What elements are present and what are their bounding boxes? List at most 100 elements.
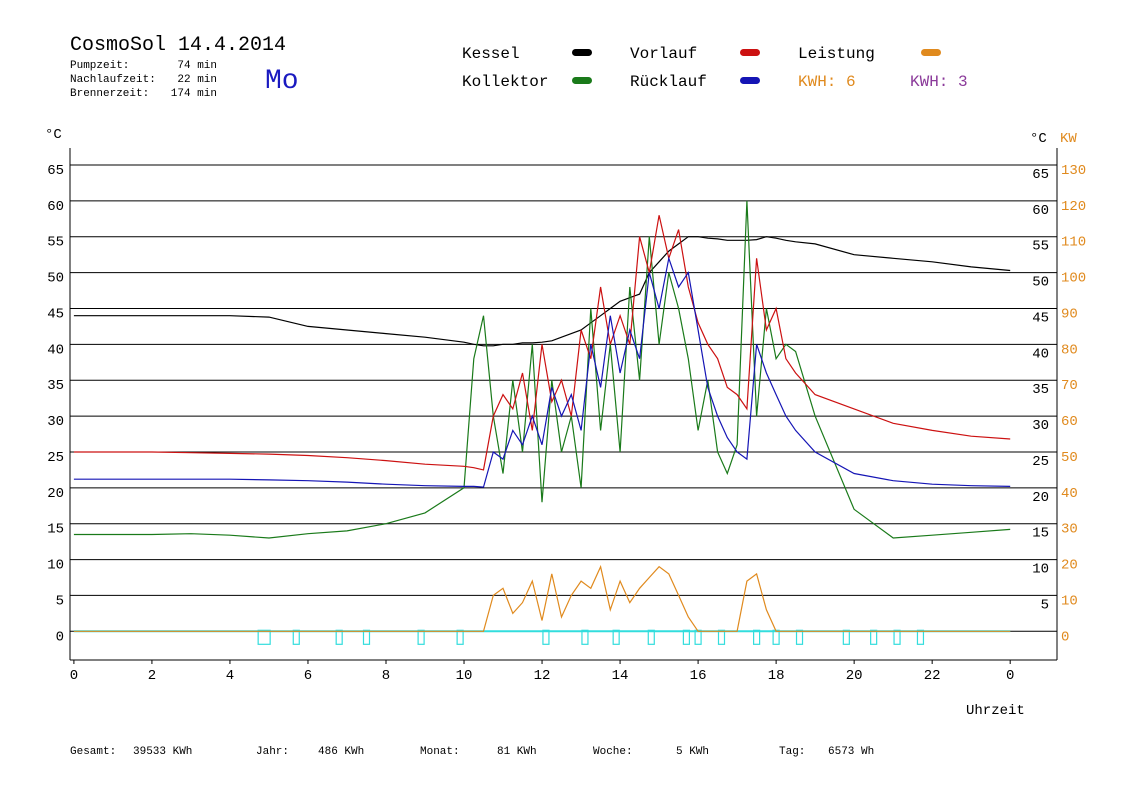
- chart-title: CosmoSol 14.4.2014: [70, 34, 286, 57]
- info-value: 22 min: [177, 74, 217, 86]
- y-right-tick-label: 60: [1032, 203, 1049, 219]
- kwh-label: KWH: 6: [798, 73, 856, 91]
- x-tick-label: 0: [1006, 668, 1014, 684]
- pump-pulse: [456, 629, 464, 645]
- series-line: [73, 215, 1011, 471]
- y-right-tick-label: 40: [1032, 346, 1049, 362]
- y-tick-label: 5: [56, 593, 64, 609]
- y-right-tick-label: 5: [1041, 597, 1049, 613]
- pump-pulse: [694, 629, 702, 645]
- y-right-tick-label: 55: [1032, 239, 1049, 255]
- y-right-tick-label: 50: [1032, 275, 1049, 291]
- y2-tick-label: 10: [1061, 593, 1078, 609]
- pump-pulse: [362, 629, 371, 645]
- weekday: Mo: [265, 66, 299, 97]
- x-tick-label: 6: [304, 668, 312, 684]
- y2-tick-label: 80: [1061, 342, 1078, 358]
- y2-tick-label: 50: [1061, 450, 1078, 466]
- legend-label: Kessel: [462, 45, 520, 63]
- pump-pulse: [916, 629, 925, 645]
- legend-marker: [572, 77, 592, 84]
- x-tick-label: 2: [148, 668, 156, 684]
- y2-tick-label: 130: [1061, 163, 1086, 179]
- pump-pulse: [292, 629, 300, 645]
- pump-pulse: [542, 629, 550, 645]
- info-label: Brennerzeit:: [70, 88, 149, 100]
- y-tick-label: 60: [47, 199, 64, 215]
- legend-marker: [740, 77, 760, 84]
- series-line: [73, 255, 1011, 488]
- pump-pulse: [772, 629, 780, 645]
- y-right-tick-label: 35: [1032, 382, 1049, 398]
- y-right-tick-label: 20: [1032, 490, 1049, 506]
- y-right-tick-label: 25: [1032, 454, 1049, 470]
- info-label: Nachlaufzeit:: [70, 74, 156, 86]
- pump-pulse: [417, 629, 425, 645]
- info-label: Pumpzeit:: [70, 60, 129, 72]
- x-tick-label: 16: [690, 668, 707, 684]
- stat-label: Woche:: [593, 746, 633, 758]
- y2-tick-label: 110: [1061, 235, 1086, 251]
- y-tick-label: 55: [47, 235, 64, 251]
- pump-pulse: [682, 629, 690, 645]
- pump-pulse: [581, 629, 589, 645]
- y-tick-label: 50: [47, 271, 64, 287]
- stat-value: 81 KWh: [497, 746, 537, 758]
- legend-label: Vorlauf: [630, 45, 697, 63]
- y-right-tick-label: 45: [1032, 310, 1049, 326]
- stat-label: Monat:: [420, 746, 460, 758]
- y-right-tick-label: 30: [1032, 418, 1049, 434]
- x-tick-label: 18: [768, 668, 785, 684]
- pump-pulse: [870, 629, 878, 645]
- x-tick-label: 10: [456, 668, 473, 684]
- y2-axis-label: KW: [1060, 131, 1077, 147]
- series-line: [73, 564, 1011, 632]
- x-tick-label: 8: [382, 668, 390, 684]
- x-tick-label: 14: [612, 668, 629, 684]
- stat-label: Tag:: [779, 746, 805, 758]
- y2-tick-label: 90: [1061, 306, 1078, 322]
- y2-tick-label: 60: [1061, 414, 1078, 430]
- kwh-label: KWH: 3: [910, 73, 968, 91]
- y-tick-label: 65: [47, 163, 64, 179]
- y-axis-label-right: °C: [1030, 131, 1047, 147]
- stat-value: 39533 KWh: [133, 746, 192, 758]
- pump-pulse: [257, 629, 271, 645]
- stat-label: Gesamt:: [70, 746, 116, 758]
- y-tick-label: 45: [47, 306, 64, 322]
- y-tick-label: 10: [47, 558, 64, 574]
- y-right-tick-label: 10: [1032, 562, 1049, 578]
- pump-pulse: [717, 629, 726, 645]
- y-tick-label: 0: [56, 629, 64, 645]
- info-value: 74 min: [177, 60, 217, 72]
- stat-value: 486 KWh: [318, 746, 364, 758]
- y-tick-label: 20: [47, 486, 64, 502]
- legend-marker: [740, 49, 760, 56]
- stat-value: 6573 Wh: [828, 746, 874, 758]
- x-tick-label: 22: [924, 668, 941, 684]
- pump-pulse: [795, 629, 804, 645]
- pump-pulse: [647, 629, 655, 645]
- pump-pulse: [612, 629, 620, 645]
- y2-tick-label: 40: [1061, 486, 1078, 502]
- series-line: [73, 236, 1011, 347]
- legend-label: Rücklauf: [630, 73, 707, 91]
- y-right-tick-label: 15: [1032, 526, 1049, 542]
- y2-tick-label: 70: [1061, 378, 1078, 394]
- y2-tick-label: 20: [1061, 558, 1078, 574]
- y-tick-label: 25: [47, 450, 64, 466]
- legend-marker: [572, 49, 592, 56]
- y-right-tick-label: 65: [1032, 167, 1049, 183]
- x-tick-label: 4: [226, 668, 234, 684]
- legend-label: Kollektor: [462, 73, 548, 91]
- y2-tick-label: 30: [1061, 522, 1078, 538]
- x-tick-label: 12: [534, 668, 551, 684]
- legend-label: Leistung: [798, 45, 875, 63]
- legend-marker: [921, 49, 941, 56]
- x-tick-label: 20: [846, 668, 863, 684]
- y2-tick-label: 100: [1061, 271, 1086, 287]
- y-tick-label: 35: [47, 378, 64, 394]
- pump-pulse: [335, 629, 343, 645]
